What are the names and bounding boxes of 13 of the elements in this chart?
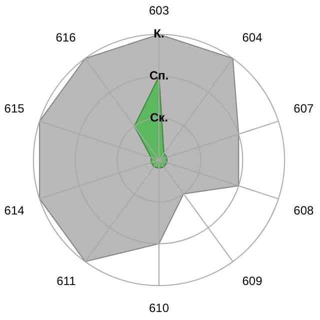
spoke-label: 607 (294, 101, 314, 116)
y-tick-label: Сп. (149, 68, 169, 83)
spoke-label: 604 (242, 30, 263, 45)
spoke-label: 611 (56, 274, 76, 288)
y-tick-label: Ск. (150, 110, 168, 124)
spoke-label: 609 (242, 274, 263, 288)
spoke-label: 615 (4, 101, 25, 116)
spoke-label: 608 (294, 203, 314, 218)
y-tick-label: К. (154, 26, 164, 41)
spoke-label: 616 (56, 30, 76, 45)
spoke-label: 603 (148, 4, 170, 18)
spoke-label: 610 (148, 301, 170, 316)
spoke-label: 614 (4, 203, 25, 218)
